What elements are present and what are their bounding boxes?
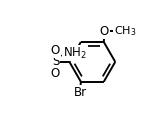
- Text: NH$_2$: NH$_2$: [63, 45, 87, 61]
- Text: CH$_3$: CH$_3$: [114, 25, 136, 38]
- Text: O: O: [100, 25, 109, 38]
- Text: S: S: [52, 55, 60, 68]
- Text: Br: Br: [74, 86, 87, 99]
- Text: O: O: [51, 44, 60, 57]
- Text: O: O: [51, 67, 60, 79]
